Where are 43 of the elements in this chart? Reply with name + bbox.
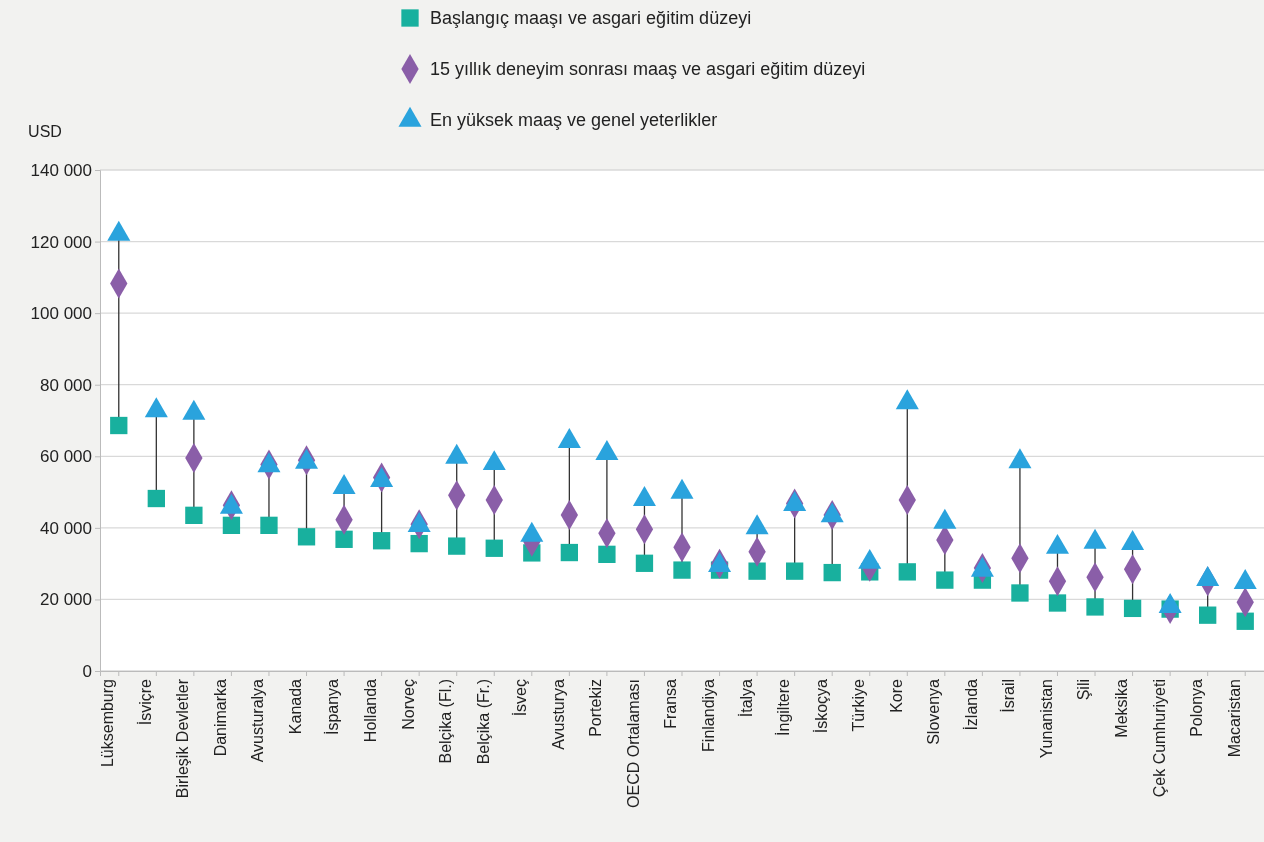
x-tick-label: Kore xyxy=(887,678,905,713)
x-tick-label: İtalya xyxy=(736,678,755,718)
x-tick-label: Yunanistan xyxy=(1037,679,1055,759)
x-tick-label: Belçika (Fr.) xyxy=(474,679,492,765)
x-tick-label: Hollanda xyxy=(362,678,380,743)
x-tick-label: İzlanda xyxy=(961,678,980,731)
x-tick-label: İsviçre xyxy=(135,678,154,726)
y-tick-label: 120 000 xyxy=(30,232,92,252)
x-tick-label: Portekiz xyxy=(587,679,605,737)
x-tick-label: Kanada xyxy=(286,678,304,735)
legend-label: En yüksek maaş ve genel yeterlikler xyxy=(430,110,718,131)
x-tick-label: Avusturya xyxy=(549,678,567,750)
x-tick-label: Şili xyxy=(1075,679,1093,701)
x-tick-label: Fransa xyxy=(662,678,680,729)
x-tick-label: Meksika xyxy=(1112,678,1130,738)
x-tick-label: Macaristan xyxy=(1225,679,1243,758)
x-tick-label: İsrail xyxy=(999,679,1018,713)
x-tick-label: İngiltere xyxy=(774,678,793,736)
y-tick-label: 0 xyxy=(82,661,92,681)
x-tick-label: Lüksemburg xyxy=(99,679,117,768)
x-tick-label: Slovenya xyxy=(925,678,943,745)
y-tick-label: 140 000 xyxy=(30,160,92,180)
x-tick-label: OECD Ortalaması xyxy=(624,679,642,808)
y-tick-label: 20 000 xyxy=(40,590,92,610)
x-tick-label: İskoçya xyxy=(811,678,830,734)
x-tick-label: İspanya xyxy=(323,678,342,736)
y-tick-label: 100 000 xyxy=(30,304,92,324)
x-tick-label: İsveç xyxy=(511,679,530,717)
x-tick-label: Finlandiya xyxy=(699,678,717,752)
y-tick-label: 80 000 xyxy=(40,375,92,395)
x-tick-label: Çek Cumhuriyeti xyxy=(1150,679,1168,798)
y-axis-title: USD xyxy=(28,123,62,140)
x-tick-label: Polonya xyxy=(1188,678,1206,737)
x-tick-label: Belçika (Fl.) xyxy=(437,679,455,764)
x-tick-label: Norveç xyxy=(399,679,417,730)
x-tick-label: Avusturalya xyxy=(249,678,267,763)
legend-label: Başlangıç maaşı ve asgari eğitim düzeyi xyxy=(430,8,752,29)
x-tick-label: Birleşik Devletler xyxy=(174,678,192,799)
y-tick-label: 60 000 xyxy=(40,447,92,467)
legend-label: 15 yıllık deneyim sonrası maaş ve asgari eğitim düzeyi xyxy=(430,59,866,80)
x-tick-label: Türkiye xyxy=(850,678,868,732)
y-tick-label: 40 000 xyxy=(40,518,92,538)
x-tick-label: Danimarka xyxy=(211,678,229,757)
